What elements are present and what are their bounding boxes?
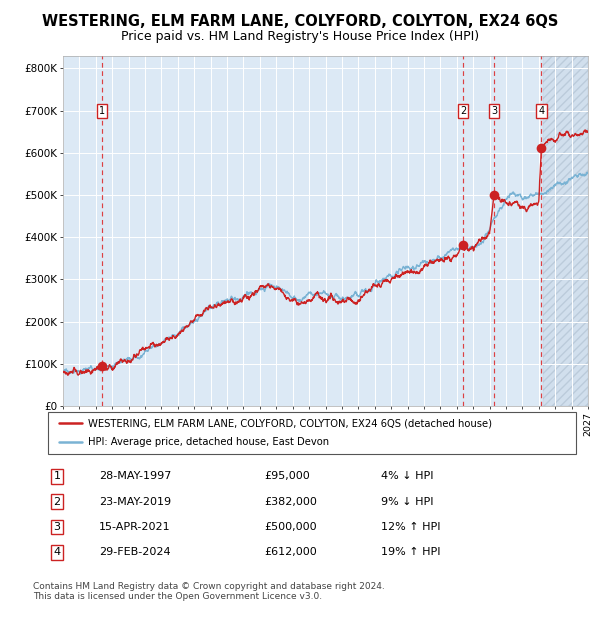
Text: £500,000: £500,000 bbox=[264, 522, 317, 532]
Text: 15-APR-2021: 15-APR-2021 bbox=[99, 522, 170, 532]
Text: 28-MAY-1997: 28-MAY-1997 bbox=[99, 471, 172, 481]
Bar bbox=[543, 56, 588, 406]
Text: WESTERING, ELM FARM LANE, COLYFORD, COLYTON, EX24 6QS: WESTERING, ELM FARM LANE, COLYFORD, COLY… bbox=[42, 14, 558, 29]
Text: Contains HM Land Registry data © Crown copyright and database right 2024.
This d: Contains HM Land Registry data © Crown c… bbox=[33, 582, 385, 601]
Text: 4: 4 bbox=[53, 547, 61, 557]
Text: £612,000: £612,000 bbox=[264, 547, 317, 557]
Text: 2: 2 bbox=[53, 497, 61, 507]
Text: 9% ↓ HPI: 9% ↓ HPI bbox=[381, 497, 433, 507]
Text: 3: 3 bbox=[491, 105, 497, 116]
Text: HPI: Average price, detached house, East Devon: HPI: Average price, detached house, East… bbox=[88, 438, 329, 448]
Text: WESTERING, ELM FARM LANE, COLYFORD, COLYTON, EX24 6QS (detached house): WESTERING, ELM FARM LANE, COLYFORD, COLY… bbox=[88, 418, 491, 428]
Text: 2: 2 bbox=[460, 105, 466, 116]
Text: 19% ↑ HPI: 19% ↑ HPI bbox=[381, 547, 440, 557]
Text: 29-FEB-2024: 29-FEB-2024 bbox=[99, 547, 170, 557]
Text: 4% ↓ HPI: 4% ↓ HPI bbox=[381, 471, 433, 481]
Text: Price paid vs. HM Land Registry's House Price Index (HPI): Price paid vs. HM Land Registry's House … bbox=[121, 30, 479, 43]
Text: 1: 1 bbox=[99, 105, 105, 116]
Text: 1: 1 bbox=[53, 471, 61, 481]
Text: 23-MAY-2019: 23-MAY-2019 bbox=[99, 497, 171, 507]
Text: 4: 4 bbox=[538, 105, 544, 116]
Text: £95,000: £95,000 bbox=[264, 471, 310, 481]
Text: £382,000: £382,000 bbox=[264, 497, 317, 507]
Text: 3: 3 bbox=[53, 522, 61, 532]
Text: 12% ↑ HPI: 12% ↑ HPI bbox=[381, 522, 440, 532]
